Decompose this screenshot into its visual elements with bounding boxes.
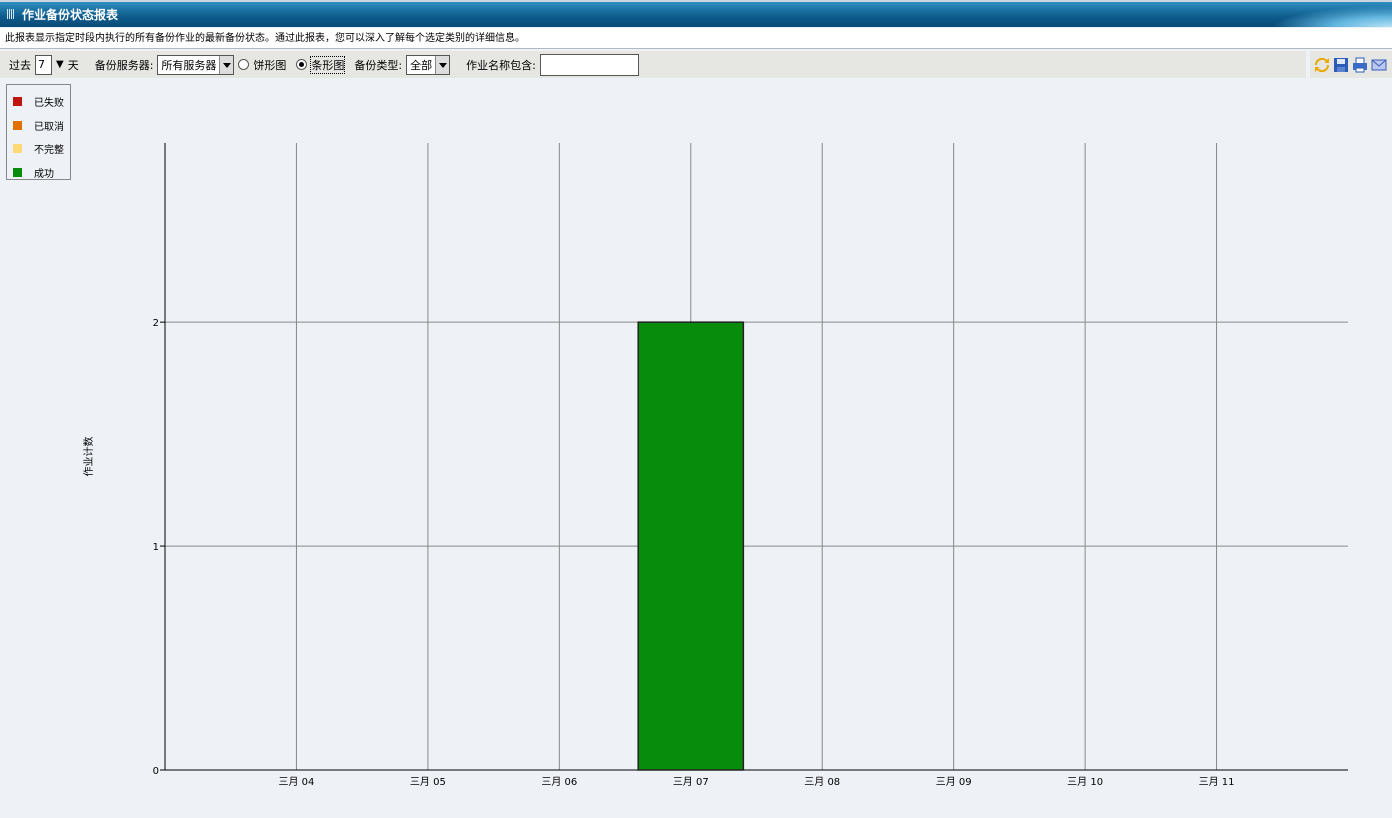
x-tick-label: 三月 06 [541, 776, 577, 788]
job-name-input[interactable] [539, 53, 639, 76]
print-icon[interactable] [1352, 57, 1368, 73]
days-value: 7 [38, 58, 45, 71]
filter-toolbar: 过去 7 ▼ 天 备份服务器: 所有服务器 饼形图 条形图 备份类型: 全部 作… [0, 51, 1306, 78]
legend-swatch [13, 97, 22, 107]
days-dropdown-icon[interactable]: ▼ [56, 59, 64, 70]
legend-item[interactable]: 不完整 [7, 137, 70, 161]
y-axis-label: 作业计数 [82, 437, 95, 477]
legend-item[interactable]: 已取消 [7, 114, 70, 138]
legend-label: 不完整 [34, 145, 64, 157]
legend-swatch [13, 167, 22, 177]
legend-item[interactable]: 成功 [7, 161, 70, 185]
x-tick-label: 三月 09 [936, 776, 972, 788]
report-description: 此报表显示指定时段内执行的所有备份作业的最新备份状态。通过此报表，您可以深入了解… [0, 28, 1392, 49]
bar-label: 条形图 [310, 55, 346, 74]
x-tick-label: 三月 04 [278, 776, 314, 788]
chart-legend: 已失败 已取消 不完整 成功 [6, 84, 71, 180]
type-label: 备份类型: [354, 58, 403, 72]
server-value: 所有服务器 [161, 58, 217, 72]
title-bar: 作业备份状态报表 [0, 0, 1392, 27]
y-tick-label: 0 [153, 766, 159, 777]
legend-label: 成功 [34, 168, 54, 180]
legend-swatch [13, 120, 22, 130]
legend-item[interactable]: 已失败 [7, 90, 70, 114]
x-tick-label: 三月 11 [1199, 776, 1235, 788]
chevron-down-icon [435, 55, 450, 74]
refresh-icon[interactable] [1314, 57, 1330, 73]
pie-label: 饼形图 [253, 58, 287, 72]
save-icon[interactable] [1333, 57, 1349, 73]
x-tick-label: 三月 07 [673, 776, 709, 788]
header-decoration [1252, 2, 1392, 27]
bar [637, 321, 745, 771]
y-tick-label: 1 [153, 542, 159, 553]
type-select[interactable]: 全部 [406, 54, 451, 75]
page-title: 作业备份状态报表 [22, 8, 119, 22]
y-tick-label: 2 [153, 318, 159, 329]
days-unit: 天 [67, 58, 79, 72]
legend-label: 已失败 [34, 98, 64, 110]
past-label: 过去 [9, 58, 31, 72]
legend-label: 已取消 [34, 121, 64, 133]
name-label: 作业名称包含: [466, 58, 536, 72]
email-icon[interactable] [1371, 57, 1387, 73]
grip-icon [7, 9, 14, 19]
x-tick-label: 三月 10 [1067, 776, 1103, 788]
days-input[interactable]: 7 [35, 54, 52, 75]
action-icons [1310, 51, 1392, 78]
x-tick-label: 三月 05 [410, 776, 446, 788]
legend-swatch [13, 144, 22, 154]
type-value: 全部 [410, 58, 433, 72]
pie-radio[interactable] [238, 59, 250, 70]
bar-radio[interactable] [296, 59, 308, 70]
server-label: 备份服务器: [94, 58, 154, 72]
chevron-down-icon [219, 55, 234, 74]
x-tick-label: 三月 08 [804, 776, 840, 788]
server-select[interactable]: 所有服务器 [157, 54, 235, 75]
